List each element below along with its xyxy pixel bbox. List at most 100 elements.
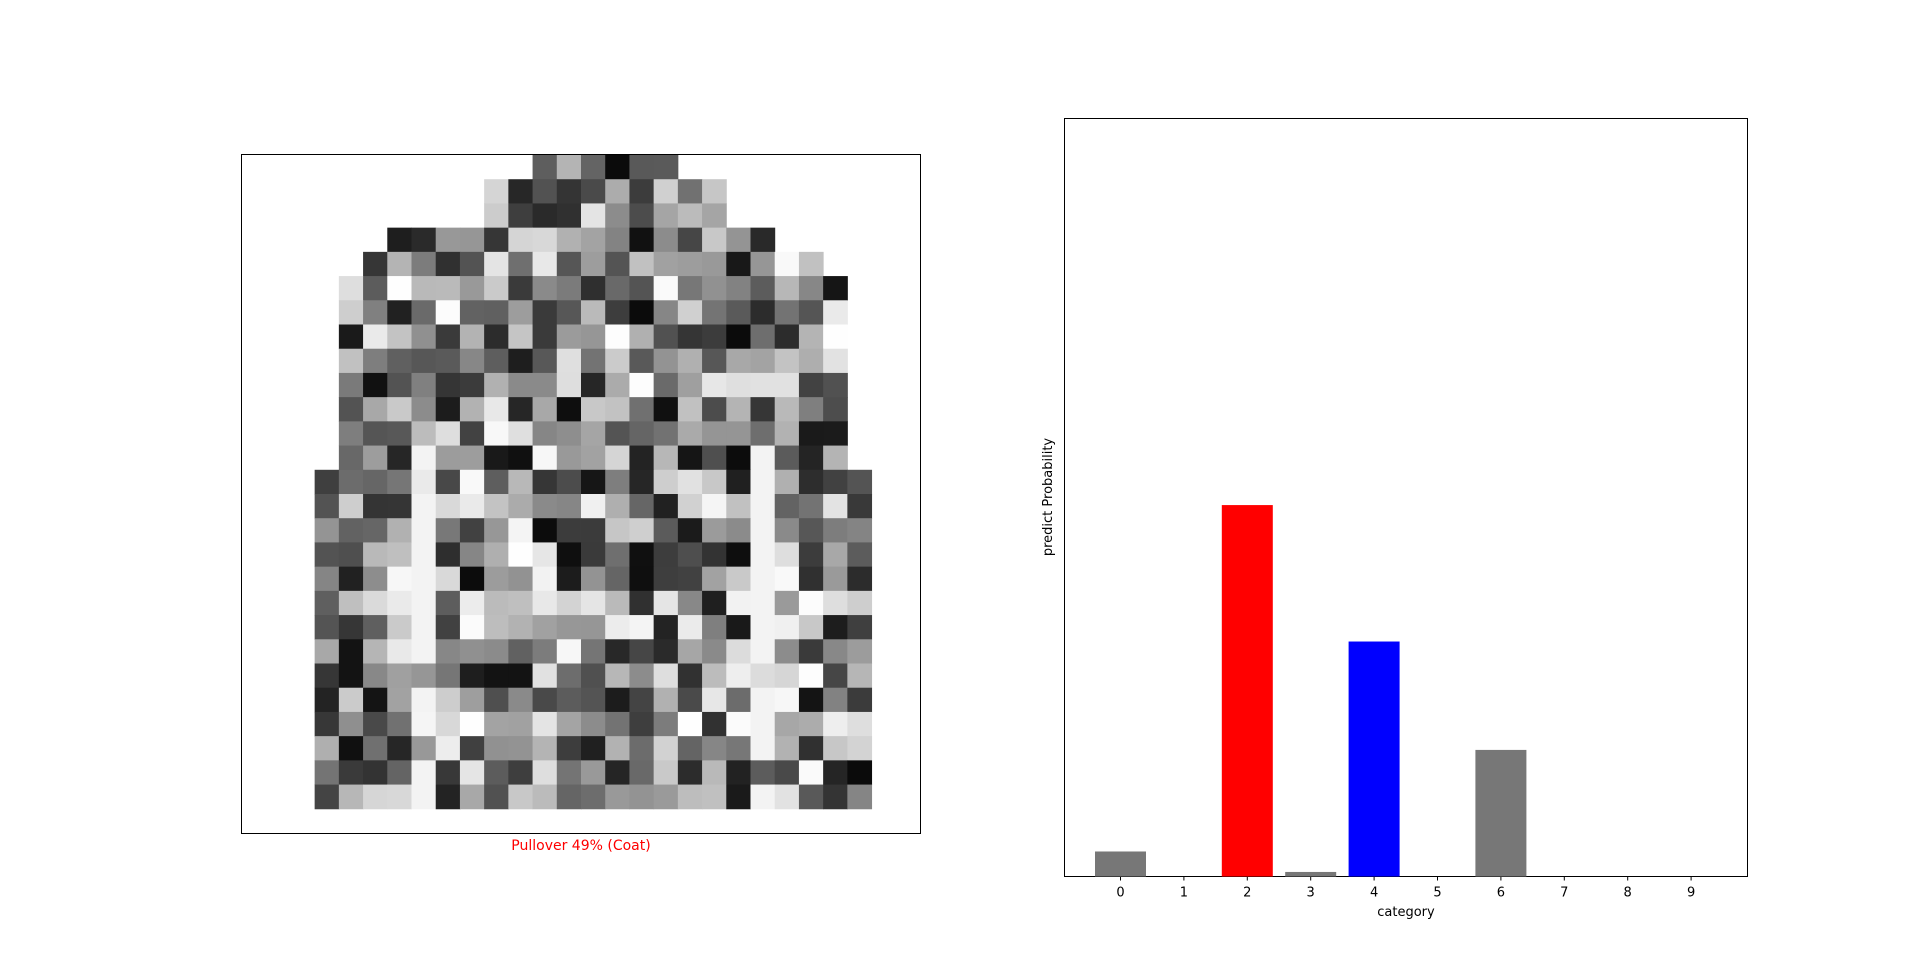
pixel <box>605 542 630 568</box>
pixel <box>774 784 800 810</box>
pixel <box>774 251 800 277</box>
pixel <box>363 348 388 374</box>
pixel <box>363 663 388 689</box>
pixel <box>363 566 388 592</box>
pixel <box>702 736 727 761</box>
pixel <box>387 251 412 277</box>
pixel <box>435 784 461 810</box>
pixel <box>774 736 800 761</box>
pixel <box>363 542 388 568</box>
pixel <box>363 615 388 640</box>
pixel <box>798 397 824 422</box>
pixel <box>581 760 606 786</box>
pixel <box>556 397 582 422</box>
pixel <box>338 615 364 640</box>
pixel <box>750 687 776 713</box>
pixel <box>411 276 437 301</box>
pixel <box>702 615 727 640</box>
image-axes <box>241 154 921 834</box>
pixel <box>750 711 776 737</box>
pixel <box>484 372 509 398</box>
pixel <box>847 518 873 543</box>
pixel <box>653 663 679 689</box>
pixel <box>726 251 751 277</box>
pixel <box>581 469 606 495</box>
pixel <box>677 663 703 689</box>
pixel <box>798 324 824 350</box>
pixel <box>338 687 364 713</box>
pixel <box>556 518 582 543</box>
pixel <box>605 155 630 180</box>
pixel <box>484 566 509 592</box>
pixel <box>823 469 848 495</box>
pixel <box>750 397 776 422</box>
pixel <box>338 469 364 495</box>
pixel <box>556 348 582 374</box>
pixel <box>411 445 437 471</box>
pixel <box>363 421 388 447</box>
pixel <box>363 469 388 495</box>
pixel <box>411 542 437 568</box>
pixel <box>459 566 485 592</box>
pixel <box>726 736 751 761</box>
pixel <box>338 300 364 325</box>
pixel <box>629 639 655 664</box>
pixel <box>508 615 534 640</box>
pixel <box>484 736 509 761</box>
pixel <box>581 736 606 761</box>
pixel <box>556 203 582 229</box>
pixel <box>508 445 534 471</box>
pixel <box>677 300 703 325</box>
pixel <box>363 397 388 422</box>
pixel <box>605 445 630 471</box>
pixel <box>508 469 534 495</box>
pixel <box>750 590 776 616</box>
pixel <box>556 687 582 713</box>
pixel <box>387 421 412 447</box>
pixel <box>387 784 412 810</box>
pixel <box>581 397 606 422</box>
pixel <box>629 736 655 761</box>
pixel <box>387 300 412 325</box>
pixel <box>605 639 630 664</box>
pixel <box>605 615 630 640</box>
pixel <box>677 615 703 640</box>
pixel <box>581 542 606 568</box>
pixel <box>411 784 437 810</box>
pixel <box>411 639 437 664</box>
pixel <box>581 179 606 204</box>
pixel <box>581 203 606 229</box>
pixel <box>581 421 606 447</box>
pixel <box>484 251 509 277</box>
pixel <box>823 663 848 689</box>
pixel <box>387 542 412 568</box>
pixel <box>581 784 606 810</box>
pixel <box>702 372 727 398</box>
pixel <box>605 397 630 422</box>
pixel <box>556 300 582 325</box>
x-tick-label: 8 <box>1624 886 1632 901</box>
pixel <box>508 276 534 301</box>
pixel <box>435 711 461 737</box>
pixel <box>508 784 534 810</box>
pixel <box>823 542 848 568</box>
pixel <box>726 760 751 786</box>
pixel <box>774 324 800 350</box>
pixel <box>532 276 558 301</box>
pixel <box>847 687 873 713</box>
pixel <box>363 494 388 519</box>
pixel <box>411 397 437 422</box>
pixel <box>363 736 388 761</box>
pixel <box>774 348 800 374</box>
pixel <box>750 372 776 398</box>
pixel <box>484 469 509 495</box>
pixel <box>484 663 509 689</box>
pixel <box>314 736 340 761</box>
pixel <box>508 227 534 253</box>
pixel <box>581 348 606 374</box>
pixel <box>677 784 703 810</box>
pixel <box>629 494 655 519</box>
pixel <box>677 518 703 543</box>
pixel <box>363 251 388 277</box>
pixel <box>605 518 630 543</box>
